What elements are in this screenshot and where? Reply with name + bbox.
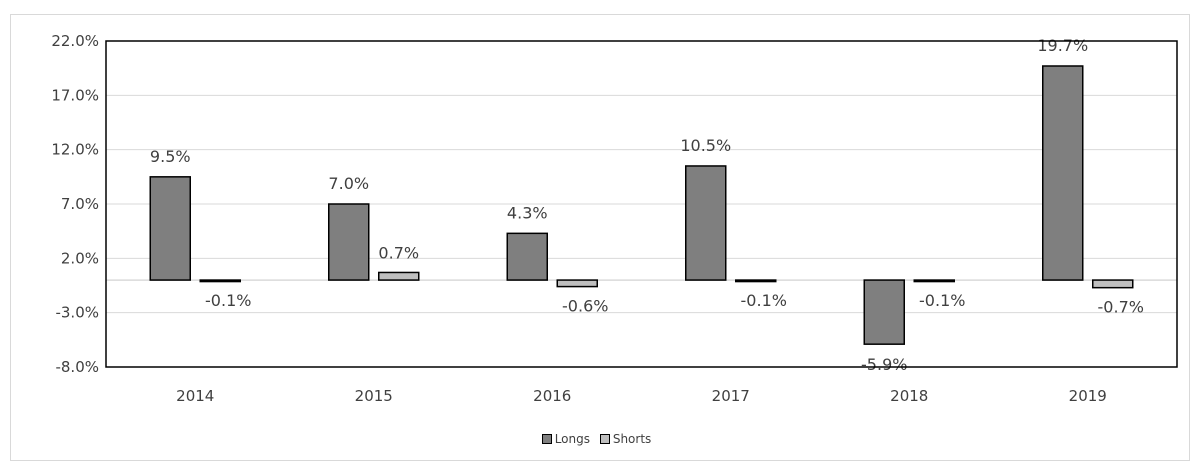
- legend-swatch-shorts: [599, 434, 610, 444]
- bars: [149, 65, 1134, 345]
- data-label-longs: -5.9%: [861, 355, 907, 374]
- data-labels: 9.5% -0.1% 7.0% 0.7% 4.3% -0.6% 10.5% -0.1% -5.9…: [150, 36, 1144, 374]
- data-label-shorts: -0.1%: [741, 291, 787, 310]
- data-label-longs: 10.5%: [680, 136, 731, 155]
- y-axis-ticks: 22.0% 17.0% 12.0% 7.0% 2.0% -3.0% -8.0%: [51, 32, 99, 376]
- y-tick-label: 22.0%: [51, 32, 99, 50]
- data-label-shorts: -0.1%: [205, 291, 251, 310]
- x-tick-label: 2017: [712, 387, 750, 405]
- x-tick-label: 2019: [1069, 387, 1107, 405]
- bar-shorts: [913, 279, 955, 283]
- bar-shorts: [735, 279, 777, 283]
- legend: Longs Shorts: [0, 432, 1193, 447]
- bar-shorts: [1092, 279, 1134, 289]
- x-tick-label: 2016: [533, 387, 571, 405]
- data-label-shorts: -0.6%: [562, 297, 608, 316]
- legend-swatch-longs: [541, 434, 552, 444]
- y-tick-label: 12.0%: [51, 141, 99, 159]
- gridlines: [106, 40, 1177, 368]
- x-tick-label: 2018: [890, 387, 928, 405]
- data-label-longs: 9.5%: [150, 147, 191, 166]
- bar-longs: [328, 203, 370, 281]
- bar-longs: [1042, 65, 1084, 281]
- legend-label-longs: Longs: [554, 432, 590, 446]
- chart-frame: [10, 14, 1190, 461]
- data-label-shorts: -0.1%: [919, 291, 965, 310]
- legend-item-longs: Longs: [541, 432, 590, 446]
- bar-longs: [863, 279, 905, 345]
- data-label-longs: 19.7%: [1037, 36, 1088, 55]
- x-tick-label: 2015: [355, 387, 393, 405]
- data-label-longs: 7.0%: [328, 174, 369, 193]
- plot-area-border: [105, 40, 1178, 368]
- y-tick-label: -8.0%: [55, 358, 99, 376]
- x-tick-label: 2014: [176, 387, 214, 405]
- legend-item-shorts: Shorts: [599, 432, 652, 446]
- bar-longs: [506, 232, 548, 281]
- bar-shorts: [378, 271, 420, 281]
- bar-longs: [149, 176, 191, 281]
- x-axis-ticks: 2014 2015 2016 2017 2018 2019: [176, 387, 1107, 405]
- data-label-shorts: -0.7%: [1098, 298, 1144, 317]
- y-tick-label: 7.0%: [61, 195, 99, 213]
- y-tick-label: 17.0%: [51, 86, 99, 104]
- y-tick-label: 2.0%: [61, 249, 99, 267]
- bar-longs: [685, 165, 727, 281]
- y-tick-label: -3.0%: [55, 304, 99, 322]
- data-label-longs: 4.3%: [507, 203, 548, 222]
- legend-label-shorts: Shorts: [612, 432, 652, 446]
- bar-shorts: [199, 279, 241, 283]
- data-label-shorts: 0.7%: [378, 243, 419, 262]
- bar-shorts: [556, 279, 598, 288]
